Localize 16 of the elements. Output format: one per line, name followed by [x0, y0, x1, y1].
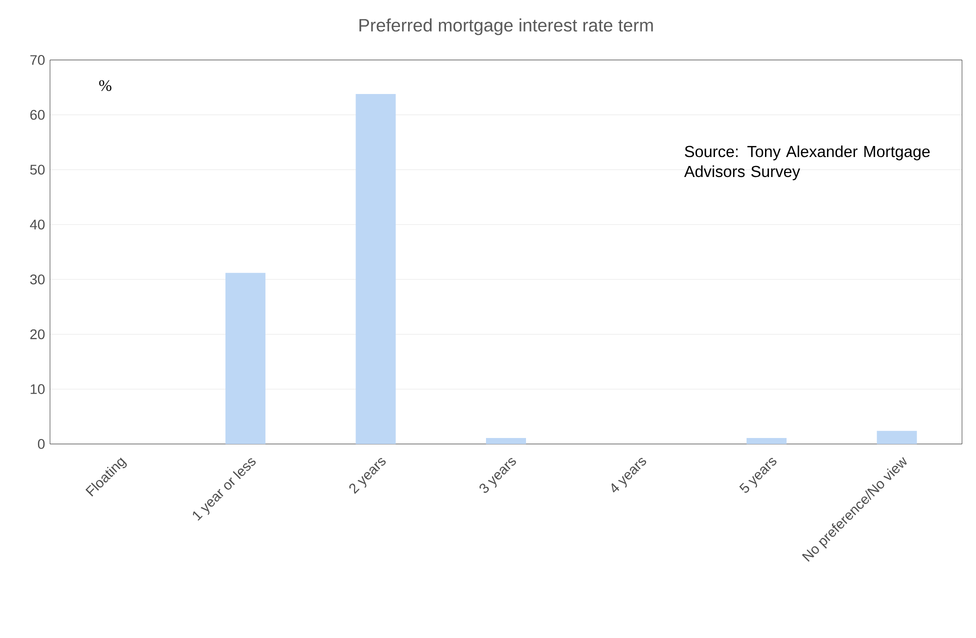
bar — [356, 94, 396, 444]
bar — [746, 438, 787, 444]
annotation: Source: Tony Alexander Mortgage Advisors Survey — [684, 145, 930, 180]
bar — [876, 430, 917, 444]
y-tick-label: 20 — [30, 329, 45, 340]
bar — [486, 438, 526, 444]
y-tick-label: 60 — [30, 110, 45, 120]
y-tick-label: 40 — [30, 220, 45, 230]
y-tick-label: 70 — [30, 55, 45, 65]
y-tick-label: 10 — [30, 384, 45, 394]
chart-title: Preferred mortgage interest rate term — [359, 18, 653, 36]
y-tick-label: 30 — [30, 274, 45, 284]
y-tick-label: 0 — [38, 439, 45, 449]
bar — [225, 272, 266, 444]
y-tick-label: 50 — [30, 164, 45, 175]
y-axis-title: % — [99, 80, 112, 91]
